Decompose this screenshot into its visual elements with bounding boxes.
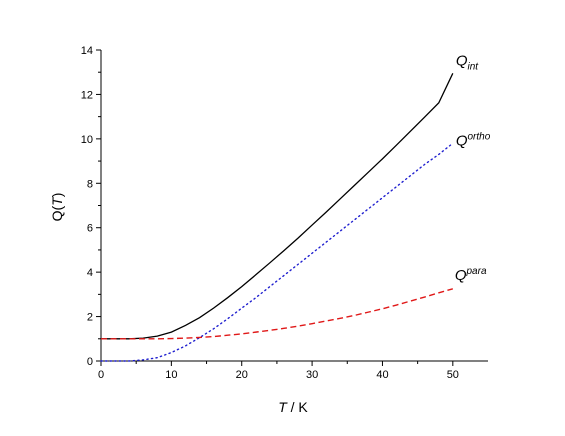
- y-tick-label: 10: [81, 134, 93, 146]
- y-axis-title: Q(T): [49, 193, 65, 222]
- series-label-base: Q: [456, 52, 468, 69]
- x-axis-title: T / K: [278, 399, 308, 415]
- series-line-q-int: [101, 73, 454, 340]
- series-label-superscript: ortho: [467, 131, 490, 142]
- x-tick-label: 40: [376, 369, 388, 381]
- series-label-subscript: int: [467, 61, 479, 72]
- x-tick-label: 20: [236, 369, 248, 381]
- series-label-q-para: Qpara: [455, 266, 487, 284]
- series-line-q-ortho: [100, 142, 454, 362]
- x-tick-label: 10: [165, 369, 177, 381]
- plot-lines: [100, 73, 454, 362]
- x-tick-label: 30: [306, 369, 318, 381]
- y-tick-label: 6: [87, 223, 93, 235]
- x-tick-label: 50: [447, 369, 459, 381]
- y-tick-label: 2: [87, 312, 93, 324]
- series-line-q-para: [101, 288, 454, 340]
- y-tick-label: 0: [87, 356, 93, 368]
- series-label-base: Q: [456, 132, 468, 149]
- series-label-superscript: para: [465, 266, 486, 277]
- axes: 0 10 20 30 40 50 0 2 4 6 8 10 12 14: [81, 45, 488, 381]
- y-tick-label: 12: [81, 89, 93, 101]
- x-tick-label: 0: [98, 369, 104, 381]
- series-label-q-int: Qint: [456, 52, 479, 72]
- series-label-base: Q: [455, 267, 467, 284]
- y-tick-label: 4: [87, 267, 93, 279]
- y-tick-label: 8: [87, 178, 93, 190]
- y-tick-label: 14: [81, 45, 93, 57]
- series-label-q-ortho: Qortho: [456, 131, 491, 149]
